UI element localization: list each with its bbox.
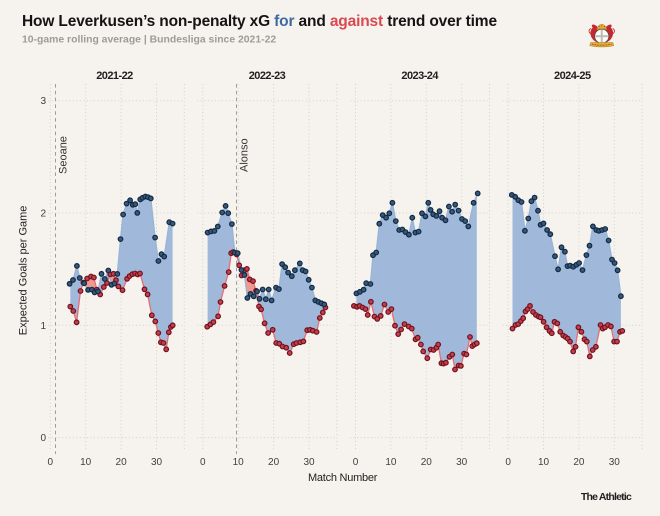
svg-text:2021-22: 2021-22 bbox=[96, 70, 133, 82]
svg-text:20: 20 bbox=[421, 457, 433, 468]
svg-text:30: 30 bbox=[303, 457, 315, 468]
svg-text:10: 10 bbox=[538, 457, 550, 468]
svg-text:1: 1 bbox=[40, 321, 46, 332]
svg-text:Match Number: Match Number bbox=[308, 472, 378, 484]
svg-text:Alonso: Alonso bbox=[239, 138, 251, 172]
svg-text:30: 30 bbox=[609, 457, 621, 468]
svg-text:10: 10 bbox=[80, 457, 92, 468]
svg-text:20: 20 bbox=[573, 457, 585, 468]
svg-text:2: 2 bbox=[40, 209, 46, 220]
svg-text:Expected Goals per Game: Expected Goals per Game bbox=[18, 206, 30, 336]
svg-text:2023-24: 2023-24 bbox=[401, 70, 439, 82]
svg-text:30: 30 bbox=[151, 457, 163, 468]
svg-text:20: 20 bbox=[268, 457, 280, 468]
svg-text:Seoane: Seoane bbox=[58, 136, 70, 174]
svg-text:2022-23: 2022-23 bbox=[249, 70, 286, 82]
svg-text:20: 20 bbox=[116, 457, 128, 468]
svg-text:0: 0 bbox=[353, 457, 359, 468]
svg-text:0: 0 bbox=[48, 457, 54, 468]
svg-text:0: 0 bbox=[40, 433, 46, 444]
svg-text:0: 0 bbox=[505, 457, 511, 468]
svg-text:3: 3 bbox=[40, 96, 46, 107]
svg-text:10: 10 bbox=[385, 457, 397, 468]
svg-text:10-game rolling average | Bund: 10-game rolling average | Bundesliga sin… bbox=[22, 35, 276, 46]
svg-text:2024-25: 2024-25 bbox=[554, 70, 591, 82]
svg-text:The Athletic: The Athletic bbox=[581, 491, 632, 503]
svg-text:30: 30 bbox=[456, 457, 468, 468]
svg-text:0: 0 bbox=[200, 457, 206, 468]
svg-text:10: 10 bbox=[233, 457, 245, 468]
svg-text:How Leverkusen’s non-penalty x: How Leverkusen’s non-penalty xG for and … bbox=[22, 13, 497, 30]
